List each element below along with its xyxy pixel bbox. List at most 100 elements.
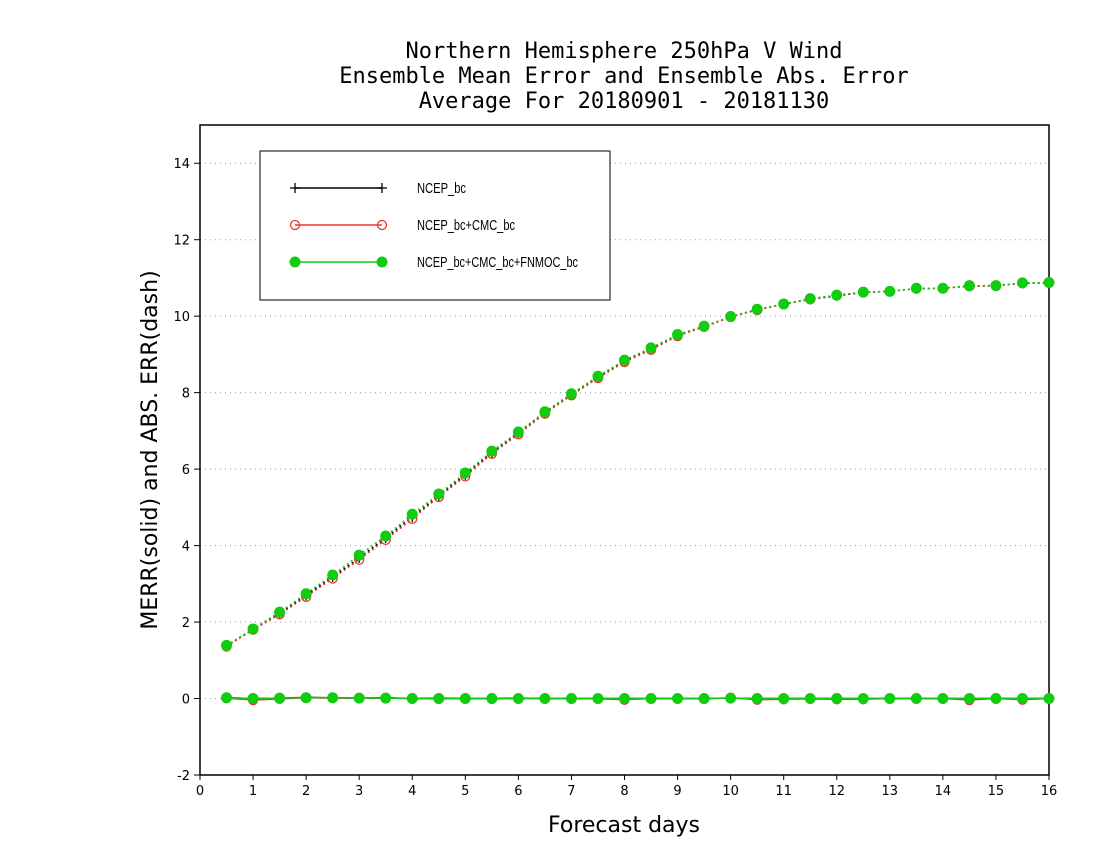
series-3-abs-err-point-23: [831, 289, 843, 301]
series-3-merr-point-16: [645, 693, 657, 705]
y-tick-label-0: 0: [182, 693, 190, 708]
series-3-abs-err-point-9: [459, 467, 471, 479]
series-3-abs-err-point-26: [910, 282, 922, 294]
chart-title: Northern Hemisphere 250hPa V WindEnsembl…: [339, 39, 909, 114]
series-3-merr-point-15: [619, 693, 630, 705]
series-3-abs-err-point-19: [725, 311, 737, 323]
series-3-abs-err-point-7: [406, 508, 418, 520]
series-3-abs-err-point-3: [300, 588, 312, 600]
series-3-merr-point-0: [221, 692, 233, 704]
series-3-abs-err-point-2: [274, 606, 286, 618]
series-3-abs-err-point-20: [751, 303, 763, 315]
y-tick-label-12: 12: [173, 234, 190, 249]
series: [221, 277, 1055, 706]
series-3-merr-point-29: [990, 693, 1002, 705]
y-tick-label-14: 14: [173, 157, 190, 172]
x-tick-label-11: 11: [775, 784, 792, 799]
series-3-merr-point-25: [884, 693, 896, 705]
series-3-merr-point-30: [1016, 693, 1028, 705]
series-3-abs-err-point-5: [353, 549, 365, 561]
legend-marker-left-1: [290, 183, 300, 193]
series-3-merr-point-17: [672, 693, 684, 705]
series-3-abs-err-point-30: [1016, 277, 1028, 289]
series-2: [221, 277, 1055, 706]
x-tick-label-3: 3: [355, 784, 363, 799]
series-3-merr-point-8: [433, 693, 445, 705]
x-tick-label-4: 4: [408, 784, 416, 799]
y-tick-label-6: 6: [182, 463, 190, 478]
series-3-merr-point-7: [406, 693, 418, 705]
legend-marker-right-2: [376, 219, 388, 231]
y-tick-label-2: 2: [182, 616, 190, 631]
series-3-merr-point-22: [804, 693, 816, 705]
series-3-merr-point-10: [486, 693, 498, 705]
legend: NCEP_bc NCEP_bc+CMC_bc NCEP_bc+CMC_bc+FNMO…: [259, 150, 611, 301]
x-tick-label-5: 5: [461, 784, 469, 799]
legend-label-1: NCEP_bc: [417, 180, 466, 197]
series-3-merr-point-14: [592, 693, 604, 705]
series-3-abs-err-point-12: [539, 406, 551, 418]
x-axis: 0 1 2 3 4 5 6 7 8 9 10 11 12 13 14 15 16: [196, 775, 1057, 799]
y-axis-label: MERR(solid) and ABS. ERR(dash): [138, 270, 163, 629]
title-line-3: Average For 20180901 - 20181130: [419, 89, 830, 114]
series-1: [221, 277, 1054, 704]
series-3-merr-point-18: [698, 693, 710, 705]
series-3-merr-point-26: [910, 693, 922, 705]
series-3-merr-point-20: [751, 693, 763, 705]
x-tick-label-8: 8: [620, 784, 628, 799]
series-3-merr-point-27: [937, 693, 949, 705]
series-3-abs-err-point-6: [380, 530, 392, 542]
x-tick-label-0: 0: [196, 784, 204, 799]
series-3-abs-err-point-13: [565, 388, 577, 400]
series-3-merr-point-23: [831, 693, 843, 705]
series-3: [221, 277, 1055, 705]
series-3-merr-point-28: [963, 693, 975, 705]
series-3-merr-point-3: [300, 692, 312, 704]
series-3-abs-err-point-31: [1043, 277, 1055, 289]
series-3-abs-err-point-29: [990, 280, 1002, 292]
series-3-abs-err-point-24: [857, 286, 869, 298]
series-3-abs-err-point-0: [221, 639, 233, 651]
title-line-2: Ensemble Mean Error and Ensemble Abs. Er…: [339, 64, 909, 89]
series-3-merr-point-1: [247, 693, 259, 705]
series-3-abs-err-point-11: [512, 426, 524, 438]
x-tick-label-2: 2: [302, 784, 310, 799]
series-3-merr-point-12: [539, 693, 551, 705]
series-1-abs-err-line: [226, 282, 1050, 647]
y-tick-label--2: -2: [177, 769, 190, 784]
y-axis: -2 0 2 4 6 8 10 12 14: [173, 157, 200, 784]
series-3-abs-err-point-17: [672, 329, 684, 341]
series-3-abs-err-point-4: [327, 569, 339, 581]
y-tick-label-4: 4: [182, 540, 190, 555]
series-3-merr-point-31: [1043, 693, 1055, 705]
x-tick-label-6: 6: [514, 784, 522, 799]
series-3-merr-point-9: [459, 693, 471, 705]
series-3-merr-point-13: [565, 693, 577, 705]
series-3-abs-err-point-1: [247, 623, 259, 635]
x-tick-label-16: 16: [1041, 784, 1058, 799]
series-3-abs-err-point-27: [937, 282, 949, 294]
series-3-abs-err-point-21: [778, 298, 790, 310]
legend-label-2: NCEP_bc+CMC_bc: [417, 217, 515, 234]
title-line-1: Northern Hemisphere 250hPa V Wind: [405, 39, 842, 64]
series-3-merr-point-5: [353, 692, 365, 704]
series-3-abs-err-point-8: [433, 488, 445, 500]
x-tick-label-12: 12: [828, 784, 845, 799]
series-3-abs-err-point-16: [645, 342, 657, 354]
series-3-merr-point-24: [857, 693, 869, 705]
series-3-abs-err-point-22: [804, 293, 816, 305]
y-tick-label-10: 10: [173, 310, 190, 325]
series-3-merr-point-6: [380, 692, 392, 704]
x-tick-label-7: 7: [567, 784, 575, 799]
legend-marker-left-3: [289, 256, 301, 268]
legend-marker-right-3: [376, 256, 388, 268]
series-3-merr-point-19: [725, 692, 737, 704]
x-tick-label-10: 10: [722, 784, 739, 799]
series-3-abs-err-point-18: [698, 320, 710, 332]
x-axis-label: Forecast days: [548, 813, 700, 838]
series-3-abs-err-line: [226, 281, 1050, 647]
series-3-merr-point-2: [274, 692, 286, 704]
x-tick-label-15: 15: [988, 784, 1005, 799]
x-tick-label-9: 9: [673, 784, 681, 799]
x-tick-label-1: 1: [249, 784, 257, 799]
